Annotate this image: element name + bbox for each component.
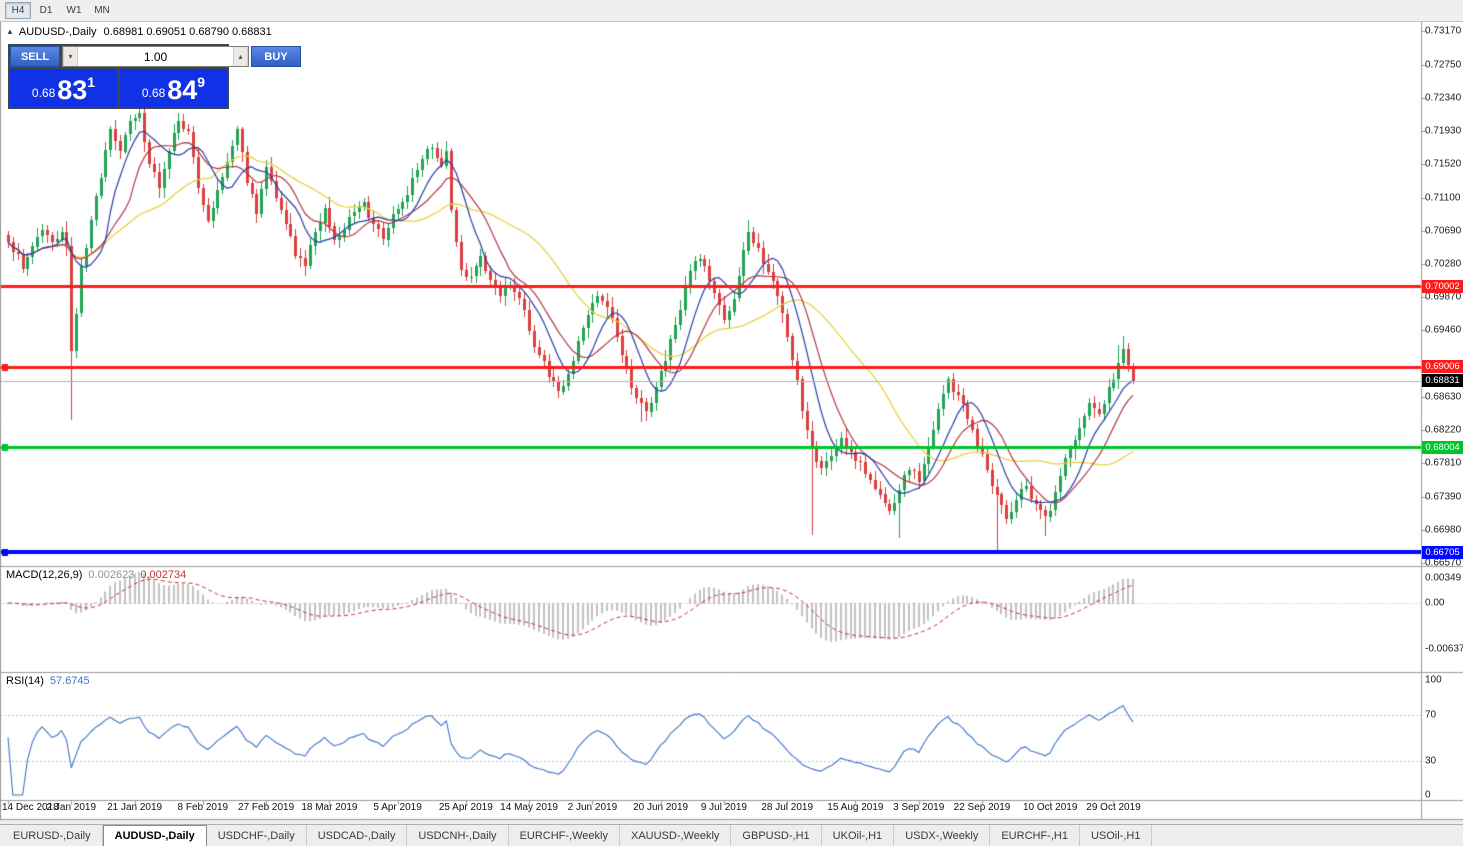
volume-increase-button[interactable]: ▴ [233,47,248,66]
symbol-tab-ukoil-h1[interactable]: UKOil-,H1 [822,825,895,846]
price-axis-tick: 0.66980 [1425,524,1462,536]
chart-ohlc-values: 0.68981 0.69051 0.68790 0.68831 [103,26,272,38]
macd-indicator-label: MACD(12,26,9) 0.002623 0.002734 [6,569,186,581]
chart-header: ▲ AUDUSD-,Daily 0.68981 0.69051 0.68790 0.… [6,26,272,38]
rsi-axis-tick: 0 [1425,789,1431,801]
volume-spinner: ▾ ▴ [62,46,249,67]
symbol-tab-usdcnh-daily[interactable]: USDCNH-,Daily [407,825,509,846]
rsi-value: 57.6745 [49,675,90,687]
price-axis-tick: 0.68630 [1425,391,1462,403]
macd-axis-tick: 0.00349 [1425,572,1462,584]
price-axis-tick: 0.70280 [1425,258,1462,270]
timeframe-button-mn[interactable]: MN [94,5,110,16]
macd-axis-tick: 0.00 [1425,597,1445,609]
sell-price-prefix: 0.68 [31,86,56,100]
price-axis-tick: 0.71930 [1425,125,1462,137]
date-axis-label: 29 Oct 2019 [1086,802,1141,813]
date-axis-label: 9 Jul 2019 [700,802,747,813]
buy-price-pip: 9 [197,74,206,90]
date-axis-label: 15 Aug 2019 [827,802,884,813]
macd-main-value: 0.002623 [88,569,135,581]
sell-button[interactable]: SELL [10,46,60,67]
price-axis-tick: 0.68220 [1425,424,1462,436]
date-axis-label: 14 Dec 2018 [2,802,59,813]
symbol-tab-xauusd-weekly[interactable]: XAUUSD-,Weekly [620,825,732,846]
symbol-tab-usdcad-daily[interactable]: USDCAD-,Daily [307,825,408,846]
symbol-tab-usdx-weekly[interactable]: USDX-,Weekly [894,825,991,846]
symbol-tab-eurusd-daily[interactable]: EURUSD-,Daily [2,825,103,846]
symbol-tab-audusd-daily[interactable]: AUDUSD-,Daily [102,825,207,846]
symbol-tab-gbpusd-h1[interactable]: GBPUSD-,H1 [731,825,822,846]
price-level-tag: 0.66705 [1422,545,1463,559]
symbol-tab-usoil-h1[interactable]: USOil-,H1 [1080,825,1153,846]
macd-axis-tick: -0.00637 [1425,643,1463,655]
price-axis-tick: 0.73170 [1425,25,1462,37]
price-axis-tick: 0.69870 [1425,291,1462,303]
timeframe-button-d1[interactable]: D1 [39,5,53,16]
symbol-tabs-bar: EURUSD-,Daily AUDUSD-,Daily USDCHF-,Daily U… [0,824,1463,846]
buy-price-box[interactable]: 0.68 84 9 [120,69,227,107]
volume-decrease-button[interactable]: ▾ [63,47,78,66]
price-axis-tick: 0.70690 [1425,225,1462,237]
timeframe-button-w1[interactable]: W1 [66,5,82,16]
date-axis-label: 25 Apr 2019 [438,802,493,813]
chart-symbol-label: AUDUSD-,Daily [18,26,97,38]
date-axis-label: 5 Apr 2019 [373,802,422,813]
volume-input[interactable] [78,47,233,66]
rsi-indicator-label: RSI(14) 57.6745 [6,675,90,687]
rsi-axis-tick: 30 [1425,755,1437,766]
price-axis-tick: 0.72750 [1425,59,1462,71]
date-axis-label: 28 Jul 2019 [761,802,814,813]
buy-button[interactable]: BUY [251,46,301,67]
price-level-tag: 0.69006 [1422,360,1463,374]
date-axis-label: 8 Feb 2019 [177,802,229,813]
price-axis-tick: 0.67390 [1425,491,1462,503]
date-axis-label: 20 Jun 2019 [633,802,689,813]
macd-name: MACD(12,26,9) [6,569,83,581]
sell-price-box[interactable]: 0.68 83 1 [10,69,117,107]
date-axis-label: 10 Oct 2019 [1022,802,1078,813]
buy-price-main: 84 [167,75,198,106]
timeframe-toolbar: H4 D1 W1 MN [0,0,1463,22]
price-axis-tick: 0.71100 [1425,192,1461,204]
symbol-tab-eurchf-weekly[interactable]: EURCHF-,Weekly [509,825,620,846]
price-axis-tick: 0.67810 [1425,457,1462,469]
rsi-axis-tick: 100 [1425,674,1442,686]
date-axis-label: 27 Feb 2019 [238,802,295,813]
price-axis-tick: 0.66570 [1425,557,1462,569]
date-axis-label: 3 Sep 2019 [893,802,945,813]
rsi-axis-tick: 70 [1425,709,1437,720]
price-level-tag: 0.68004 [1422,440,1463,454]
sell-price-main: 83 [57,75,88,106]
price-level-tag: 0.70002 [1422,279,1463,293]
symbol-tab-usdchf-daily[interactable]: USDCHF-,Daily [207,825,307,846]
current-price-tag: 0.68831 [1422,374,1463,388]
price-axis-tick: 0.69460 [1425,324,1462,336]
date-axis-label: 18 Mar 2019 [301,802,358,813]
price-axis-tick: 0.72340 [1425,92,1462,104]
date-axis-label: 21 Jan 2019 [107,802,163,813]
buy-price-prefix: 0.68 [141,86,166,100]
date-axis-label: 14 May 2019 [500,802,559,813]
macd-signal-value: 0.002734 [140,569,187,581]
oneclick-collapse-icon[interactable]: ▲ [6,27,14,36]
sell-price-pip: 1 [87,74,96,90]
price-axis-tick: 0.71520 [1425,158,1462,170]
rsi-name: RSI(14) [6,675,44,687]
date-axis-label: 2 Jun 2019 [567,802,618,813]
timeframe-button-h4[interactable]: H4 [5,2,31,19]
date-axis-label: 2 Jan 2019 [46,802,97,813]
symbol-tab-eurchf-h1[interactable]: EURCHF-,H1 [990,825,1080,846]
date-axis-label: 22 Sep 2019 [953,802,1011,813]
